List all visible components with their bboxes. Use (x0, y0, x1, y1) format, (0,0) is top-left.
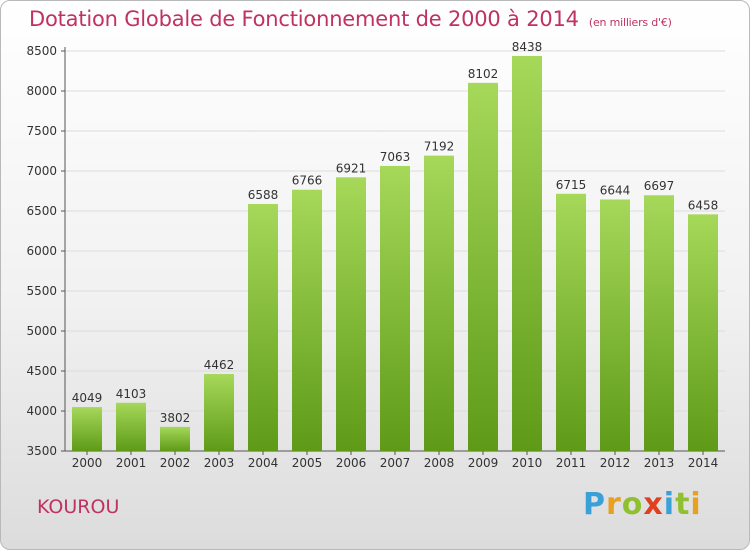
bar-2004 (248, 203, 278, 451)
y-tick-label: 6500 (26, 204, 57, 218)
data-label-2004: 6588 (248, 188, 279, 202)
x-tick-label: 2014 (688, 456, 719, 470)
data-label-2002: 3802 (160, 411, 191, 425)
y-tick-label: 6000 (26, 244, 57, 258)
x-tick-label: 2002 (160, 456, 191, 470)
x-tick-label: 2011 (556, 456, 587, 470)
data-label-2013: 6697 (644, 179, 675, 193)
bar-2002 (160, 426, 190, 451)
data-label-2000: 4049 (72, 391, 103, 405)
data-label-2011: 6715 (556, 178, 587, 192)
data-label-2008: 7192 (424, 140, 455, 154)
bar-2000 (72, 407, 102, 451)
data-label-2003: 4462 (204, 358, 235, 372)
chart-title: Dotation Globale de Fonctionnement de 20… (29, 7, 672, 31)
x-tick-label: 2010 (512, 456, 543, 470)
bar-2014 (688, 214, 718, 451)
bar-2003 (204, 374, 234, 451)
y-tick-label: 8500 (26, 44, 57, 58)
bar-2010 (512, 55, 542, 452)
x-tick-label: 2006 (336, 456, 367, 470)
x-tick-label: 2007 (380, 456, 411, 470)
y-tick-label: 3500 (26, 444, 57, 458)
data-label-2005: 6766 (292, 174, 323, 188)
y-tick-label: 5000 (26, 324, 57, 338)
x-tick-label: 2008 (424, 456, 455, 470)
x-tick-label: 2003 (204, 456, 235, 470)
x-tick-label: 2005 (292, 456, 323, 470)
x-tick-labels: 2000 2001 2002 2003 2004 2005 2006 2007 2008 2009… (72, 456, 719, 470)
bars (72, 55, 718, 452)
logo-letter: o (621, 487, 644, 522)
bar-2001 (116, 402, 146, 451)
bar-2009 (468, 82, 498, 451)
bar-2013 (644, 195, 674, 451)
x-tick-label: 2000 (72, 456, 103, 470)
bar-2007 (380, 165, 410, 451)
bar-2012 (600, 199, 630, 451)
y-tick-label: 7500 (26, 124, 57, 138)
place-name: KOUROU (37, 496, 120, 518)
chart-subtitle: (en milliers d'€) (588, 16, 672, 29)
data-label-2010: 8438 (512, 40, 543, 54)
y-tick-label: 8000 (26, 84, 57, 98)
data-label-2007: 7063 (380, 150, 411, 164)
data-label-2012: 6644 (600, 183, 631, 197)
logo-letter: r (606, 487, 622, 522)
bar-2011 (556, 193, 586, 452)
x-tick-label: 2012 (600, 456, 631, 470)
x-tick-label: 2013 (644, 456, 675, 470)
y-tick-labels: 3500 4000 4500 5000 5500 6000 6500 7000 7500 8000… (26, 44, 57, 458)
bar-2005 (292, 189, 322, 451)
data-label-2001: 4103 (116, 387, 147, 401)
data-label-2009: 8102 (468, 67, 499, 81)
logo-letter: i (690, 487, 702, 522)
proxiti-logo: Proxiti (583, 487, 702, 522)
data-labels: 4049 4103 3802 4462 6588 6766 6921 7063 7192 8102… (72, 40, 719, 425)
logo-letter: i (663, 487, 676, 522)
data-label-2014: 6458 (688, 198, 719, 212)
x-tick-label: 2001 (116, 456, 147, 470)
logo-letter: P (583, 487, 606, 522)
x-tick-label: 2004 (248, 456, 279, 470)
bar-2008 (424, 155, 454, 451)
bar-2006 (336, 177, 366, 451)
x-tick-label: 2009 (468, 456, 499, 470)
y-tick-label: 7000 (26, 164, 57, 178)
y-tick-label: 5500 (26, 284, 57, 298)
logo-letter: x (643, 487, 664, 522)
logo-letter: t (675, 487, 691, 522)
data-label-2006: 6921 (336, 161, 367, 175)
y-tick-label: 4000 (26, 404, 57, 418)
chart-title-text: Dotation Globale de Fonctionnement de 20… (29, 7, 579, 31)
y-tick-label: 4500 (26, 364, 57, 378)
